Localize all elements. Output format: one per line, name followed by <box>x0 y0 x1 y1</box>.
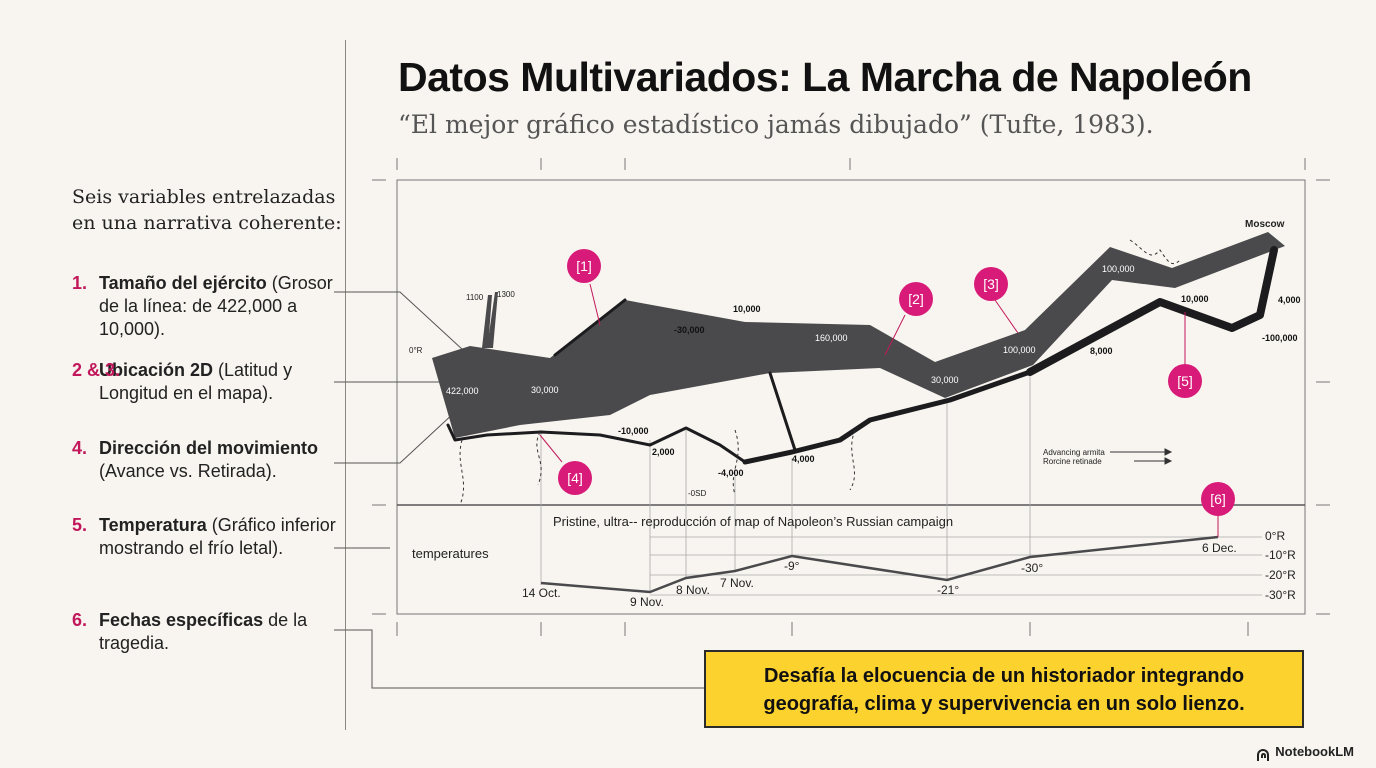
advance-label: 30,000 <box>531 385 559 395</box>
left-divider <box>345 40 346 730</box>
badge-2: [2] <box>899 282 933 316</box>
temperature-value: -9° <box>784 559 800 573</box>
retreat-label: -30,000 <box>674 325 705 335</box>
notebooklm-logo-icon <box>1257 747 1271 761</box>
retreat-label: 10,000 <box>733 304 761 314</box>
advance-label: 30,000 <box>931 375 959 385</box>
variable-item-1: 1. Tamaño del ejército (Grosor de la lín… <box>72 272 342 341</box>
advance-label: 160,000 <box>815 333 848 343</box>
map-frame <box>396 179 1306 615</box>
svg-text:[4]: [4] <box>567 470 583 486</box>
variable-description: de la tragedia. <box>99 610 308 653</box>
callout-line-1: Desafía la elocuencia de un historiador … <box>763 665 1245 687</box>
variable-description: (Gráfico inferior mostrando el frío leta… <box>99 515 336 558</box>
legend-advance: Advancing armita <box>1043 448 1105 457</box>
variable-name: Fechas específicas <box>99 610 264 630</box>
connector-direction <box>334 411 456 464</box>
retreat-label: -100,000 <box>1262 333 1298 343</box>
advance-label: 100,000 <box>1003 345 1036 355</box>
retreat-label: 2,000 <box>652 447 675 457</box>
variable-name: Temperatura <box>99 515 207 535</box>
temp-axis-label: 0°R <box>1265 529 1285 543</box>
variable-number: 5. <box>72 515 88 535</box>
svg-text:[3]: [3] <box>983 276 999 292</box>
map-caption: Pristine, ultra-- reproducción of map of… <box>553 514 953 529</box>
temp-axis-label: -30°R <box>1265 588 1296 602</box>
variable-item-2-3: 2 & 3. Ubicación 2D (Latitud y Longitud … <box>72 359 342 405</box>
temperature-value: -30° <box>1021 561 1043 575</box>
brand-watermark: NotebookLM <box>1257 744 1354 761</box>
variable-number: 4. <box>72 438 88 458</box>
svg-text:[6]: [6] <box>1210 491 1226 507</box>
retreat-label: 4,000 <box>1278 295 1301 305</box>
badge-6: [6] <box>1201 482 1235 516</box>
page-subtitle: “El mejor gráfico estadístico jamás dibu… <box>398 110 1154 139</box>
connector-dates <box>334 629 704 689</box>
sidebar-intro: Seis variables entrelazadas en una narra… <box>72 186 342 234</box>
retreat-label: 10,000 <box>1181 294 1209 304</box>
variable-item-5: 5. Temperatura (Gráfico inferior mostran… <box>72 514 342 560</box>
variable-number: 2 & 3. <box>72 360 121 380</box>
date-label: 7 Nov. <box>720 576 754 590</box>
retreat-label: 4,000 <box>792 454 815 464</box>
advance-label: 422,000 <box>446 386 479 396</box>
connector-army-size <box>334 291 464 351</box>
badge-4: [4] <box>558 461 592 495</box>
advance-spur-a <box>482 295 492 348</box>
brand-name: NotebookLM <box>1275 744 1354 759</box>
date-label: 6 Dec. <box>1202 541 1237 555</box>
misc-label: 1100 <box>466 293 484 302</box>
variable-description: (Latitud y Longitud en el mapa). <box>99 360 293 403</box>
svg-text:[2]: [2] <box>908 291 924 307</box>
date-label: 8 Nov. <box>676 583 710 597</box>
retreat-label: -10,000 <box>618 426 649 436</box>
variable-number: 1. <box>72 273 88 293</box>
misc-label: 1300 <box>497 290 515 299</box>
variable-description: (Avance vs. Retirada). <box>99 461 277 481</box>
callout-line-2: geografía, clima y supervivencia en un s… <box>763 693 1245 715</box>
date-label: 9 Nov. <box>630 595 664 609</box>
retreat-label: 8,000 <box>1090 346 1113 356</box>
advance-label: 100,000 <box>1102 264 1135 274</box>
variable-item-6: 6. Fechas específicas de la tragedia. <box>72 609 342 655</box>
date-label: 14 Oct. <box>522 586 561 600</box>
temperature-line <box>540 535 1219 594</box>
svg-text:[1]: [1] <box>576 258 592 274</box>
variable-description: (Grosor de la línea: de 422,000 a 10,000… <box>99 273 333 339</box>
retreat-label: -4,000 <box>718 468 744 478</box>
city-label: Moscow <box>1245 219 1285 230</box>
variable-name: Ubicación 2D <box>99 360 214 380</box>
advance-path <box>432 232 1285 438</box>
variable-name: Dirección del movimiento <box>99 438 319 458</box>
svg-text:[5]: [5] <box>1177 373 1193 389</box>
advance-band <box>432 232 1285 438</box>
misc-label: 0°R <box>409 346 423 355</box>
temp-axis-label: -20°R <box>1265 568 1296 582</box>
temperature-value: -21° <box>937 583 959 597</box>
variable-number: 6. <box>72 610 88 630</box>
page-title: Datos Multivariados: La Marcha de Napole… <box>398 54 1252 100</box>
badge-3: [3] <box>974 267 1008 301</box>
temperatures-label: temperatures <box>412 546 489 561</box>
misc-label: -0SD <box>688 489 706 498</box>
legend-retreat: Rorcine retinade <box>1043 457 1102 466</box>
variable-name: Tamaño del ejército <box>99 273 267 293</box>
temp-axis-label: -10°R <box>1265 548 1296 562</box>
badge-5: [5] <box>1168 364 1202 398</box>
badge-1: [1] <box>567 249 601 283</box>
advance-spur-b <box>487 292 498 348</box>
highlight-callout: Desafía la elocuencia de un historiador … <box>704 650 1304 728</box>
variable-item-4: 4. Dirección del movimiento (Avance vs. … <box>72 437 342 483</box>
